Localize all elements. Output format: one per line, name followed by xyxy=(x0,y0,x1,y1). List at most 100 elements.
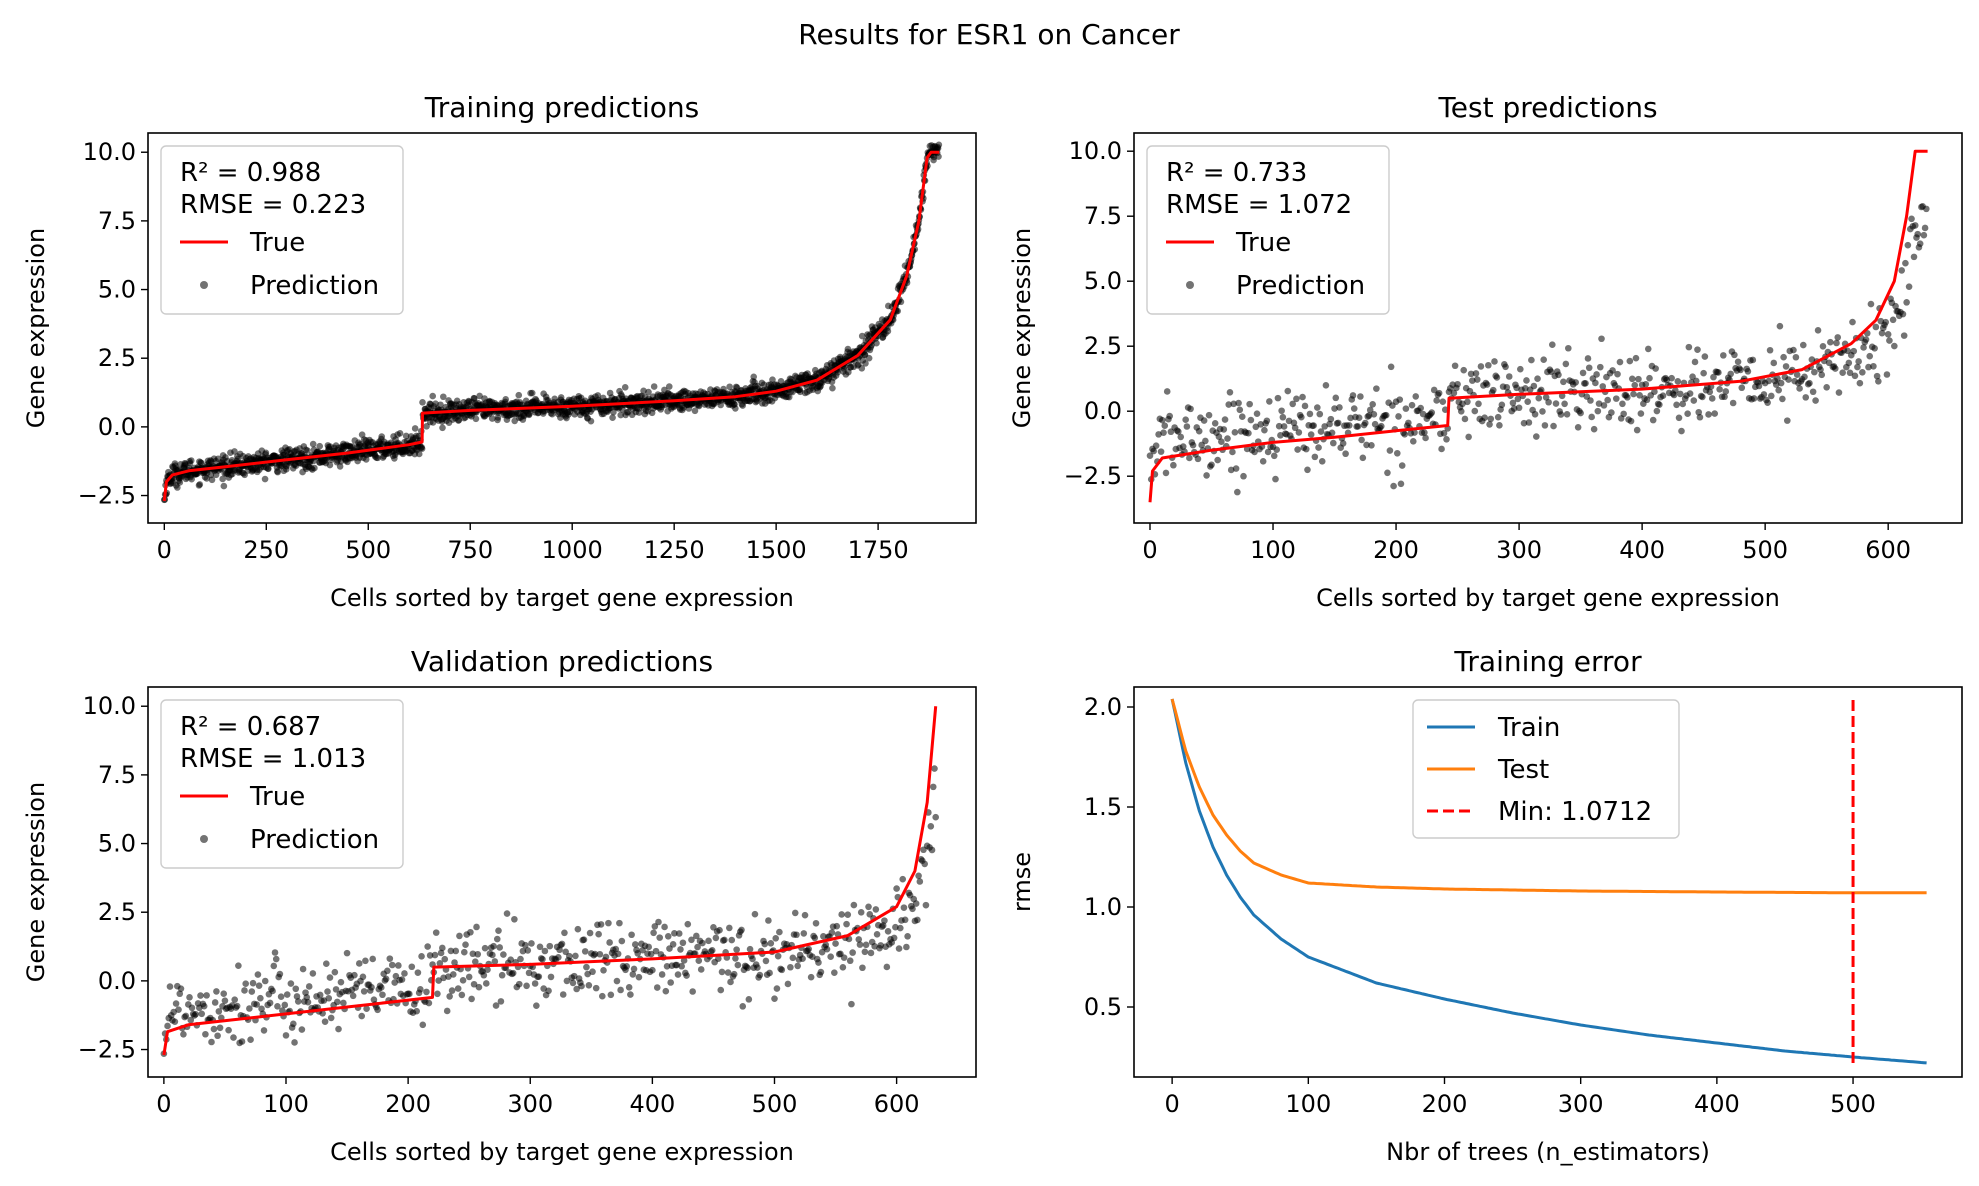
prediction-point xyxy=(439,424,446,432)
prediction-point xyxy=(1179,443,1187,450)
y-tick-label: 10.0 xyxy=(83,138,136,166)
prediction-point xyxy=(1715,369,1722,376)
prediction-point xyxy=(418,953,425,960)
prediction-point xyxy=(539,955,546,963)
prediction-point xyxy=(455,416,463,424)
prediction-point xyxy=(850,901,858,909)
prediction-point xyxy=(1298,413,1305,421)
prediction-point xyxy=(865,903,872,911)
prediction-point xyxy=(767,939,775,947)
prediction-point xyxy=(1855,358,1862,365)
prediction-point xyxy=(566,952,573,960)
figure-title: Results for ESR1 on Cancer xyxy=(798,18,1180,51)
prediction-point xyxy=(1238,413,1246,421)
prediction-point xyxy=(277,993,285,1001)
prediction-point xyxy=(440,393,447,401)
panel-title: Validation predictions xyxy=(411,645,713,678)
prediction-point xyxy=(849,949,856,956)
prediction-point xyxy=(1494,413,1502,421)
prediction-point xyxy=(1457,407,1465,415)
prediction-point xyxy=(771,995,778,1002)
prediction-point xyxy=(1261,426,1268,434)
legend-frame xyxy=(160,699,404,869)
prediction-point xyxy=(1630,390,1637,398)
prediction-point xyxy=(1806,379,1813,387)
prediction-point xyxy=(309,970,317,977)
prediction-point xyxy=(647,950,655,958)
prediction-point xyxy=(481,944,489,952)
prediction-point xyxy=(1454,380,1461,388)
axes-frame xyxy=(1133,132,1963,524)
y-tick-label: 0.0 xyxy=(98,967,136,995)
prediction-point xyxy=(1755,382,1763,390)
prediction-point xyxy=(180,1031,187,1038)
prediction-point xyxy=(857,909,865,916)
prediction-point xyxy=(1823,383,1830,391)
prediction-point xyxy=(1358,436,1365,444)
prediction-point xyxy=(859,964,866,972)
prediction-point xyxy=(1307,431,1315,438)
prediction-point xyxy=(1231,429,1239,436)
prediction-point xyxy=(1833,339,1840,347)
plot-area xyxy=(1170,698,1927,1065)
prediction-point xyxy=(1596,363,1604,371)
legend-label: Test xyxy=(1497,755,1549,785)
prediction-point xyxy=(800,930,808,937)
prediction-point xyxy=(1908,215,1915,223)
prediction-point xyxy=(1696,413,1704,421)
prediction-point xyxy=(316,442,324,450)
prediction-point xyxy=(1792,353,1800,361)
prediction-point xyxy=(1604,396,1611,404)
prediction-point xyxy=(1870,362,1877,370)
prediction-point xyxy=(903,943,910,951)
prediction-point xyxy=(522,941,529,949)
prediction-point xyxy=(1884,331,1892,338)
prediction-point xyxy=(1401,431,1408,438)
prediction-point xyxy=(1818,371,1826,379)
prediction-point xyxy=(495,927,502,934)
prediction-point xyxy=(1750,395,1758,402)
prediction-point xyxy=(333,998,341,1006)
prediction-point xyxy=(820,932,827,940)
prediction-point xyxy=(192,1010,199,1018)
prediction-point xyxy=(1905,283,1913,290)
prediction-point xyxy=(896,924,904,932)
prediction-point xyxy=(1187,405,1194,413)
x-tick-label: 750 xyxy=(447,536,493,564)
prediction-point xyxy=(884,327,892,335)
prediction-point xyxy=(1200,417,1208,424)
prediction-point xyxy=(1889,316,1897,324)
prediction-point xyxy=(789,954,797,962)
prediction-point xyxy=(1386,447,1394,454)
prediction-point xyxy=(249,979,257,987)
prediction-point xyxy=(1892,302,1899,310)
prediction-point xyxy=(359,973,367,981)
prediction-point xyxy=(744,964,751,972)
prediction-point xyxy=(1535,394,1543,402)
prediction-point xyxy=(172,1000,180,1007)
prediction-point xyxy=(1764,399,1771,406)
prediction-point xyxy=(914,916,921,924)
prediction-point xyxy=(1330,439,1337,447)
x-tick-label: 400 xyxy=(629,1090,675,1118)
prediction-point xyxy=(468,995,475,1003)
panel-title: Test predictions xyxy=(1437,91,1657,124)
prediction-point xyxy=(904,932,911,940)
prediction-point xyxy=(470,980,478,988)
prediction-point xyxy=(417,986,424,993)
prediction-point xyxy=(225,1026,232,1034)
prediction-point xyxy=(695,957,703,965)
prediction-point xyxy=(1614,370,1621,378)
prediction-point xyxy=(809,953,816,960)
prediction-point xyxy=(1317,428,1325,435)
prediction-point xyxy=(1684,410,1691,417)
r2-stat: R² = 0.988 xyxy=(180,158,321,188)
prediction-point xyxy=(645,943,653,951)
prediction-point xyxy=(1609,367,1616,374)
prediction-point xyxy=(726,924,733,932)
prediction-point xyxy=(724,969,732,976)
prediction-point xyxy=(1469,377,1476,384)
prediction-point xyxy=(547,973,555,981)
prediction-point xyxy=(1782,363,1790,370)
prediction-point xyxy=(447,947,455,955)
